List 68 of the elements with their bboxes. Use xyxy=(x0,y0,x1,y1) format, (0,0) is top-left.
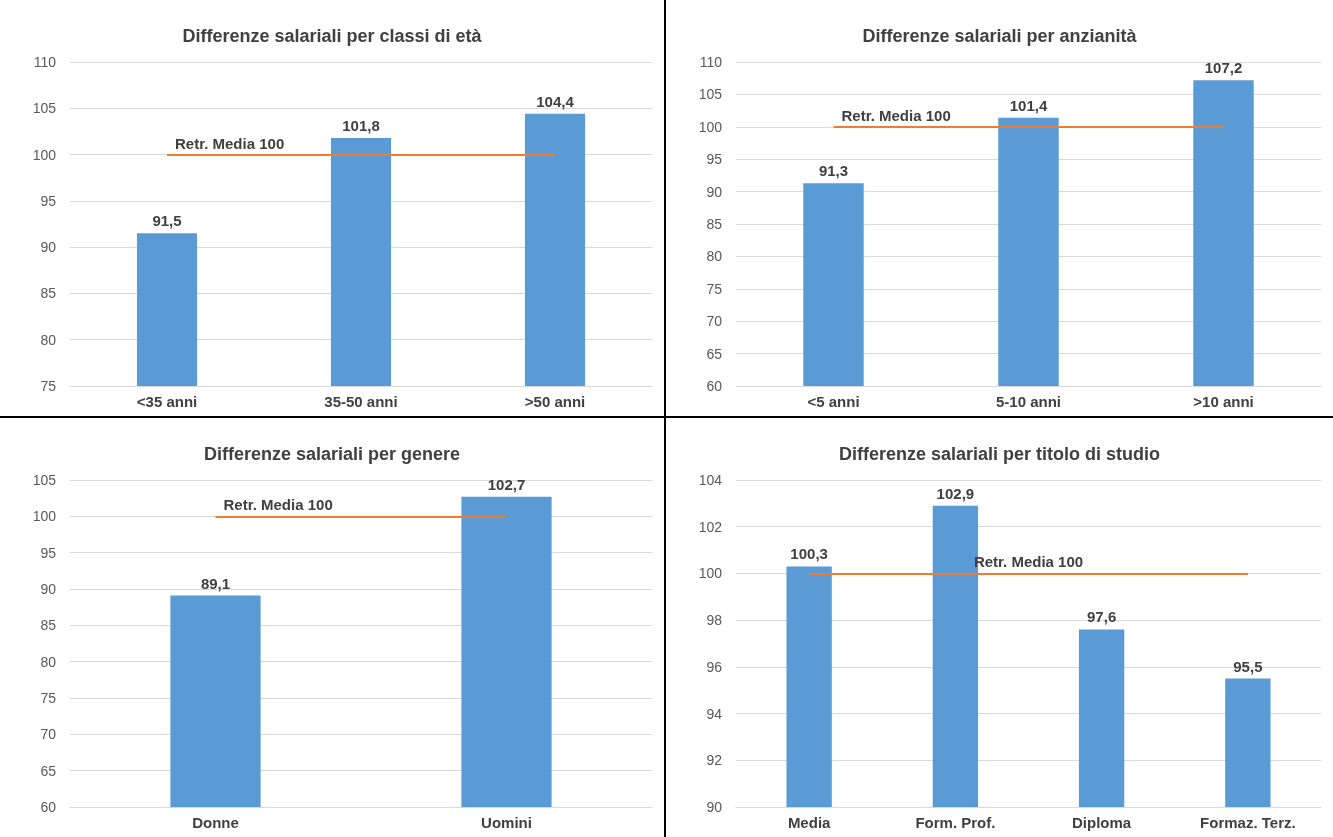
x-tick-label: 35-50 anni xyxy=(324,393,398,410)
y-tick-label: 80 xyxy=(40,331,57,348)
x-tick-label: Uomini xyxy=(481,814,532,831)
y-tick-label: 75 xyxy=(40,378,57,394)
y-tick-label: 110 xyxy=(699,54,723,70)
y-tick-label: 100 xyxy=(32,146,57,163)
x-tick-label: <5 anni xyxy=(807,393,860,410)
y-tick-label: 95 xyxy=(40,192,57,209)
x-tick-label: Diploma xyxy=(1072,814,1132,831)
y-tick-label: 85 xyxy=(40,285,57,302)
y-tick-label: 98 xyxy=(706,612,723,629)
y-tick-label: 65 xyxy=(40,762,57,779)
y-tick-label: 90 xyxy=(40,581,57,597)
y-tick-label: 105 xyxy=(698,86,723,103)
x-tick-label: Donne xyxy=(192,814,239,831)
x-tick-label: Media xyxy=(787,814,832,831)
y-tick-label: 100 xyxy=(698,565,723,582)
ref-line-label: Retr. Media 100 xyxy=(841,106,951,124)
y-tick-label: 70 xyxy=(40,726,57,743)
data-label: 104,4 xyxy=(536,92,575,110)
y-tick-label: 90 xyxy=(706,183,723,200)
y-tick-label: 75 xyxy=(706,280,723,297)
ref-line-label: Retr. Media 100 xyxy=(223,496,333,514)
y-tick-label: 70 xyxy=(706,313,723,330)
y-tick-label: 100 xyxy=(32,508,57,525)
y-tick-label: 60 xyxy=(40,799,57,815)
y-tick-label: 80 xyxy=(706,248,723,265)
x-tick-label: <35 anni xyxy=(136,393,198,410)
data-label: 91,3 xyxy=(818,162,849,180)
data-label: 91,5 xyxy=(152,212,182,230)
chart-title: Differenze salariali per classi di età xyxy=(182,26,483,46)
y-tick-label: 85 xyxy=(706,216,723,232)
data-label: 102,7 xyxy=(487,475,526,493)
y-tick-label: 94 xyxy=(706,705,723,722)
y-tick-label: 102 xyxy=(698,518,723,535)
x-tick-label: >50 anni xyxy=(524,393,586,410)
data-label: 101,4 xyxy=(1009,96,1048,114)
y-tick-label: 90 xyxy=(40,239,57,256)
y-tick-label: 80 xyxy=(40,653,57,670)
y-tick-label: 100 xyxy=(698,118,723,135)
chart-title: Differenze salariali per genere xyxy=(203,444,461,464)
x-tick-label: Formaz. Terz. xyxy=(1200,814,1296,831)
data-label: 107,2 xyxy=(1204,59,1243,77)
data-label: 97,6 xyxy=(1087,608,1117,626)
y-tick-label: 85 xyxy=(40,617,57,634)
data-label: 95,5 xyxy=(1233,657,1263,675)
x-tick-label: >10 anni xyxy=(1193,393,1254,410)
ref-line-label: Retr. Media 100 xyxy=(175,134,285,152)
y-tick-label: 65 xyxy=(706,345,723,362)
y-tick-label: 105 xyxy=(32,472,57,488)
y-tick-label: 95 xyxy=(40,544,57,561)
data-label: 89,1 xyxy=(200,574,231,592)
y-tick-label: 110 xyxy=(33,54,57,70)
y-tick-label: 95 xyxy=(706,151,723,168)
data-label: 102,9 xyxy=(936,484,975,502)
y-tick-label: 90 xyxy=(706,799,723,815)
y-tick-label: 105 xyxy=(32,100,57,117)
chart-title: Differenze salariali per titolo di studio xyxy=(838,444,1161,464)
y-tick-label: 104 xyxy=(698,472,723,488)
x-tick-label: 5-10 anni xyxy=(995,393,1062,410)
y-tick-label: 92 xyxy=(706,752,723,769)
y-tick-label: 75 xyxy=(40,690,57,706)
data-label: 100,3 xyxy=(790,545,828,563)
data-label: 101,8 xyxy=(342,116,380,134)
x-tick-label: Form. Prof. xyxy=(915,814,996,831)
y-tick-label: 96 xyxy=(706,658,723,675)
y-tick-label: 60 xyxy=(706,378,723,394)
chart-title: Differenze salariali per anzianità xyxy=(862,26,1138,46)
